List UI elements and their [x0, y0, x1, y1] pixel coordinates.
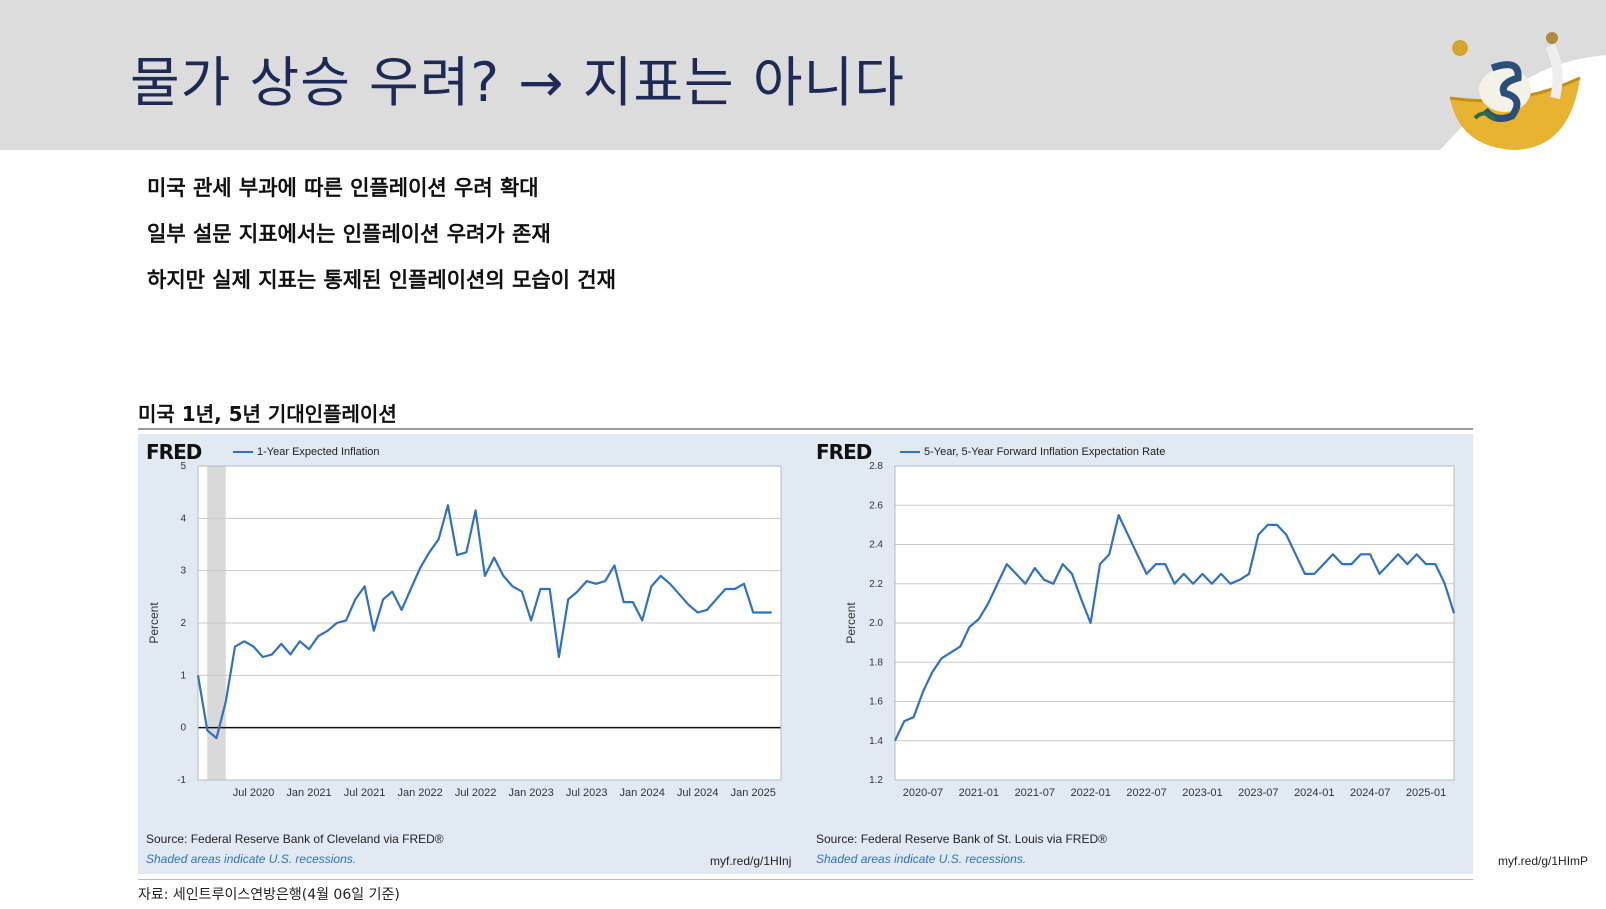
chart-panel-1y: 5 4 3 2 1 0 -1 Jul 2020 Jan 2021 Jul 2021 Jan 2022…	[138, 434, 803, 874]
legend-swatch	[233, 451, 253, 454]
chart-section-title: 미국 1년, 5년 기대인플레이션	[138, 402, 397, 426]
x-tick-label: Jan 2021	[286, 787, 331, 799]
y-tick-label: -1	[177, 775, 186, 786]
legend-label: 5-Year, 5-Year Forward Inflation Expecta…	[924, 446, 1166, 458]
y-tick-label: 4	[180, 513, 186, 524]
x-tick-label: Jan 2023	[509, 787, 554, 799]
chart-5y5y-forward-inflation: 2.8 2.6 2.4 2.2 2.0 1.8 1.6 1.4 1.2 2020-07 2021-0…	[844, 461, 1456, 799]
chart-legend: 5-Year, 5-Year Forward Inflation Expecta…	[900, 446, 1165, 458]
y-tick-label: 5	[180, 461, 186, 472]
y-tick-label: 1.6	[869, 697, 883, 708]
x-tick-label: Jan 2025	[731, 787, 776, 799]
bullet-item: 미국 관세 부과에 따른 인플레이션 우려 확대	[147, 176, 539, 200]
x-tick-label: 2022-01	[1070, 787, 1110, 799]
bottom-divider	[138, 879, 1473, 880]
bullet-list: 미국 관세 부과에 따른 인플레이션 우려 확대 일부 설문 지표에서는 인플레…	[147, 175, 616, 313]
y-tick-label: 2.6	[869, 500, 883, 511]
chart-1y-expected-inflation: 5 4 3 2 1 0 -1 Jul 2020 Jan 2021 Jul 2021 Jan 2022…	[147, 461, 782, 799]
plot-frame	[197, 465, 782, 781]
bullet-item: 일부 설문 지표에서는 인플레이션 우려가 존재	[147, 222, 551, 246]
y-tick-label: 2.0	[869, 618, 883, 629]
x-tick-label: Jul 2023	[566, 787, 608, 799]
section-divider	[138, 428, 1473, 430]
header-band	[0, 0, 1606, 150]
x-tick-label: Jul 2022	[455, 787, 497, 799]
recession-note: Shaded areas indicate U.S. recessions.	[146, 852, 357, 866]
x-tick-label: 2025-01	[1406, 787, 1446, 799]
y-tick-label: 2.4	[869, 540, 883, 551]
x-tick-label: 2024-07	[1350, 787, 1390, 799]
x-tick-label: Jul 2024	[677, 787, 719, 799]
legend-label: 1-Year Expected Inflation	[257, 446, 380, 458]
chart-panel-5y5y: 2.8 2.6 2.4 2.2 2.0 1.8 1.6 1.4 1.2 2020-07 2021-0…	[808, 434, 1588, 874]
chart-link[interactable]: myf.red/g/1HInj	[710, 854, 792, 868]
x-tick-label: Jan 2024	[620, 787, 665, 799]
y-tick-label: 2.2	[869, 579, 883, 590]
slide-title: 물가 상승 우려? → 지표는 아니다	[130, 51, 905, 114]
x-tick-label: 2023-07	[1238, 787, 1278, 799]
x-tick-label: 2020-07	[903, 787, 943, 799]
x-tick-label: 2021-01	[959, 787, 999, 799]
series-line	[894, 514, 1456, 742]
x-tick-label: Jul 2021	[344, 787, 386, 799]
series-line	[196, 504, 772, 740]
y-tick-label: 2.8	[869, 461, 883, 472]
x-tick-label: 2024-01	[1294, 787, 1334, 799]
legend-swatch	[900, 451, 920, 454]
y-tick-label: 1.4	[869, 736, 883, 747]
x-tick-label: Jul 2020	[233, 787, 275, 799]
y-axis-label: Percent	[844, 602, 858, 644]
seal-logo-icon	[1449, 32, 1581, 150]
fred-logo: FRED	[816, 440, 872, 464]
y-tick-label: 3	[180, 566, 186, 577]
x-tick-label: 2022-07	[1126, 787, 1166, 799]
bullet-item: 하지만 실제 지표는 통제된 인플레이션의 모습이 건재	[147, 268, 616, 292]
recession-note: Shaded areas indicate U.S. recessions.	[816, 852, 1027, 866]
chart-source: Source: Federal Reserve Bank of St. Loui…	[816, 832, 1107, 846]
y-axis-label: Percent	[147, 602, 161, 644]
chart-legend: 1-Year Expected Inflation	[233, 446, 380, 458]
chart-source: Source: Federal Reserve Bank of Clevelan…	[146, 832, 444, 846]
chart-link[interactable]: myf.red/g/1HImP	[1498, 854, 1589, 868]
y-tick-label: 0	[180, 723, 186, 734]
y-tick-label: 2	[180, 618, 186, 629]
source-footnote: 자료: 세인트루이스연방은행(4월 06일 기준)	[138, 887, 400, 903]
plot-frame	[894, 465, 1455, 781]
chart-area: 5 4 3 2 1 0 -1 Jul 2020 Jan 2021 Jul 2021 Jan 2022…	[138, 434, 1588, 874]
y-tick-label: 1.8	[869, 657, 883, 668]
x-tick-label: 2023-01	[1182, 787, 1222, 799]
y-tick-label: 1.2	[869, 775, 883, 786]
y-tick-label: 1	[180, 670, 186, 681]
x-tick-label: 2021-07	[1015, 787, 1055, 799]
fred-logo: FRED	[146, 440, 202, 464]
x-tick-label: Jan 2022	[397, 787, 442, 799]
